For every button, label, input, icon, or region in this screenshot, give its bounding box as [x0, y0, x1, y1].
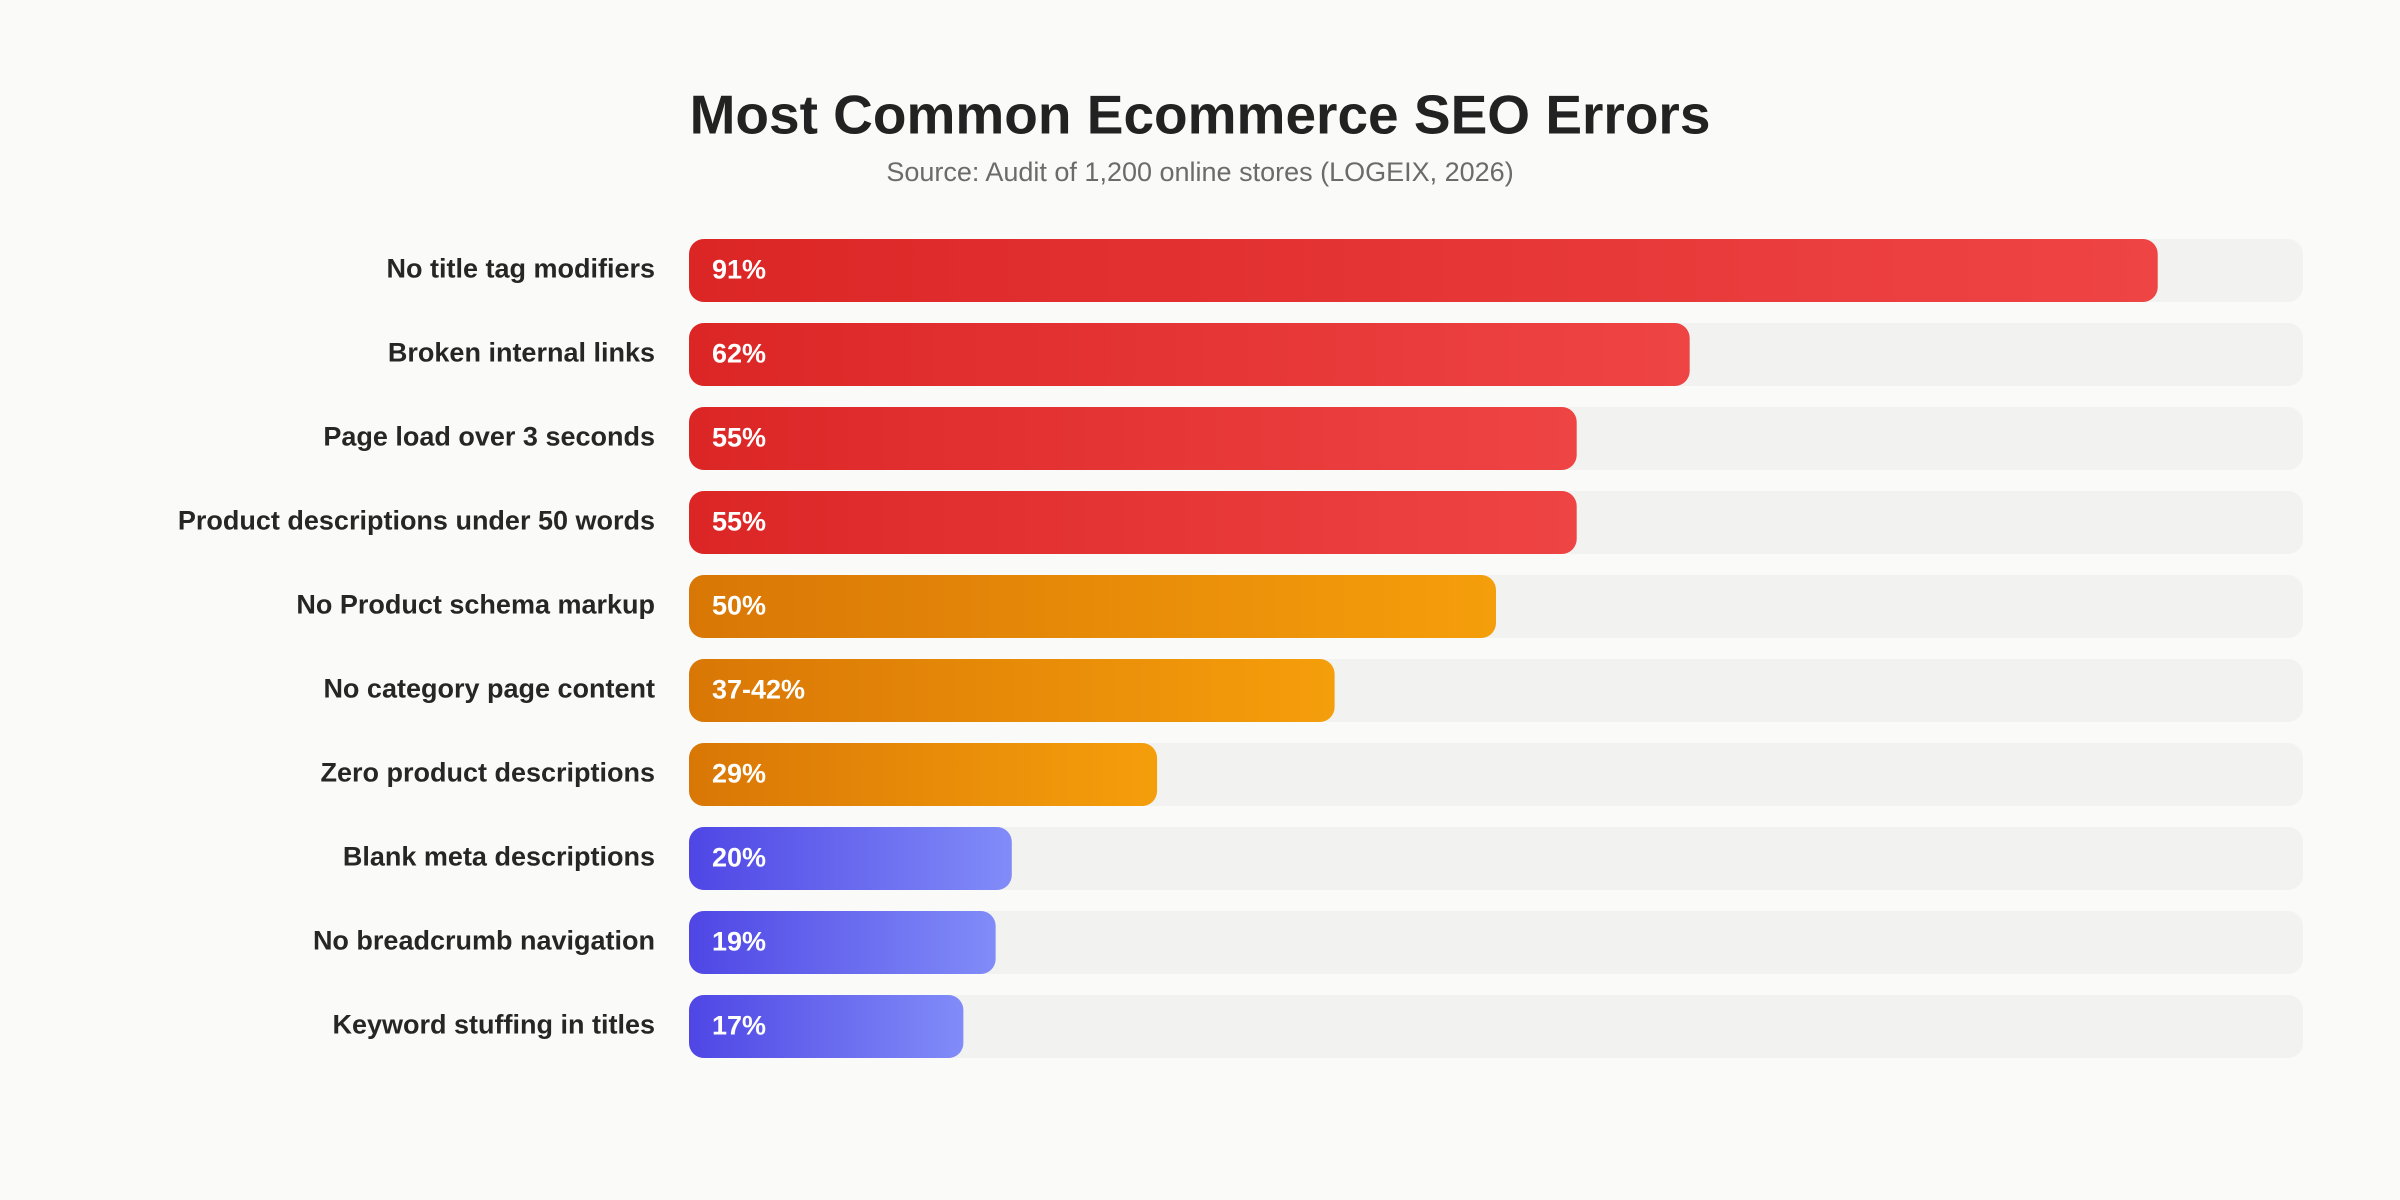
bar	[689, 995, 964, 1058]
chart-subtitle: Source: Audit of 1,200 online stores (LO…	[886, 157, 1513, 187]
bar	[689, 911, 996, 974]
value-label: 17%	[712, 1011, 766, 1041]
category-label: No Product schema markup	[296, 590, 655, 620]
bar	[689, 743, 1158, 806]
value-label: 20%	[712, 843, 766, 873]
bar	[689, 659, 1335, 722]
value-label: 37-42%	[712, 675, 805, 705]
bar	[689, 323, 1690, 386]
category-label: No title tag modifiers	[386, 254, 655, 284]
category-label: Broken internal links	[388, 338, 655, 368]
category-label: No breadcrumb navigation	[313, 926, 655, 956]
bar	[689, 491, 1577, 554]
value-label: 50%	[712, 591, 766, 621]
category-label: Keyword stuffing in titles	[332, 1010, 655, 1040]
bar-track	[689, 827, 2303, 890]
bar-track	[689, 911, 2303, 974]
category-label: Blank meta descriptions	[343, 842, 655, 872]
bar	[689, 239, 2158, 302]
value-label: 62%	[712, 339, 766, 369]
bar-track	[689, 995, 2303, 1058]
bar	[689, 827, 1012, 890]
category-label: No category page content	[323, 674, 655, 704]
bar	[689, 575, 1496, 638]
value-label: 55%	[712, 507, 766, 537]
value-label: 55%	[712, 423, 766, 453]
category-label: Page load over 3 seconds	[323, 422, 655, 452]
bar	[689, 407, 1577, 470]
category-label: Zero product descriptions	[320, 758, 655, 788]
value-label: 19%	[712, 927, 766, 957]
value-label: 29%	[712, 759, 766, 789]
category-label: Product descriptions under 50 words	[178, 506, 655, 536]
value-label: 91%	[712, 255, 766, 285]
chart-title: Most Common Ecommerce SEO Errors	[690, 84, 1711, 146]
